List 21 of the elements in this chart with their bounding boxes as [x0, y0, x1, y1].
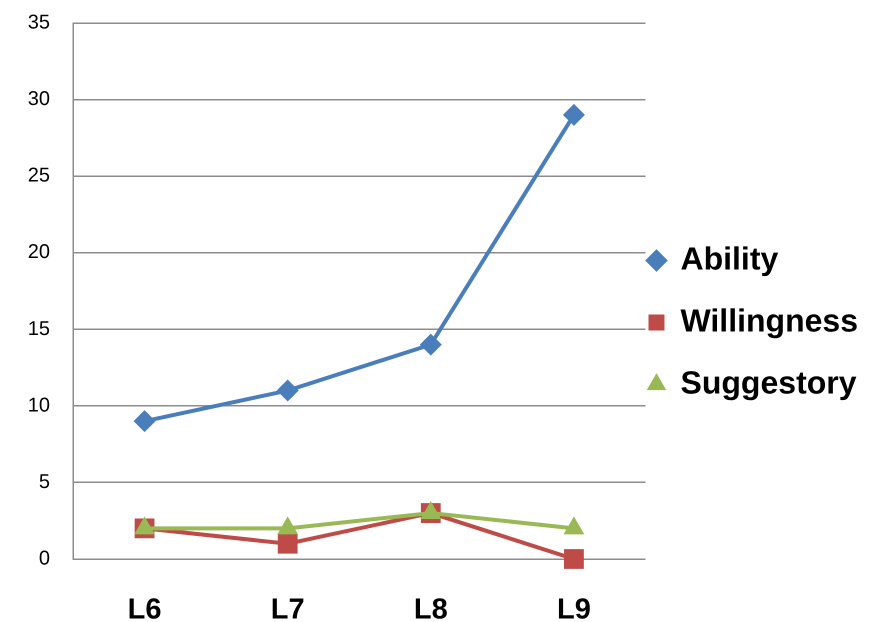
y-tick-label: 15: [28, 318, 50, 340]
legend-label: Suggestory: [680, 364, 857, 400]
x-tick-label: L6: [128, 593, 162, 622]
y-tick-label: 20: [28, 241, 50, 264]
y-tick-label: 35: [28, 12, 50, 34]
x-tick-label: L9: [557, 593, 591, 622]
x-tick-label: L7: [270, 593, 305, 622]
point: [276, 380, 299, 402]
y-tick-label: 0: [38, 548, 50, 570]
legend-label: Ability: [680, 240, 778, 276]
x-tick-label: L8: [414, 593, 448, 622]
y-tick-label: 10: [28, 394, 50, 416]
y-tick-label: 25: [28, 164, 50, 187]
y-tick-label: 30: [28, 88, 50, 110]
point: [278, 534, 298, 554]
point: [564, 549, 584, 569]
point: [134, 410, 156, 432]
legend-label: Willingness: [680, 302, 858, 338]
point: [420, 334, 442, 356]
point: [562, 104, 585, 126]
y-tick-label: 5: [38, 470, 50, 493]
